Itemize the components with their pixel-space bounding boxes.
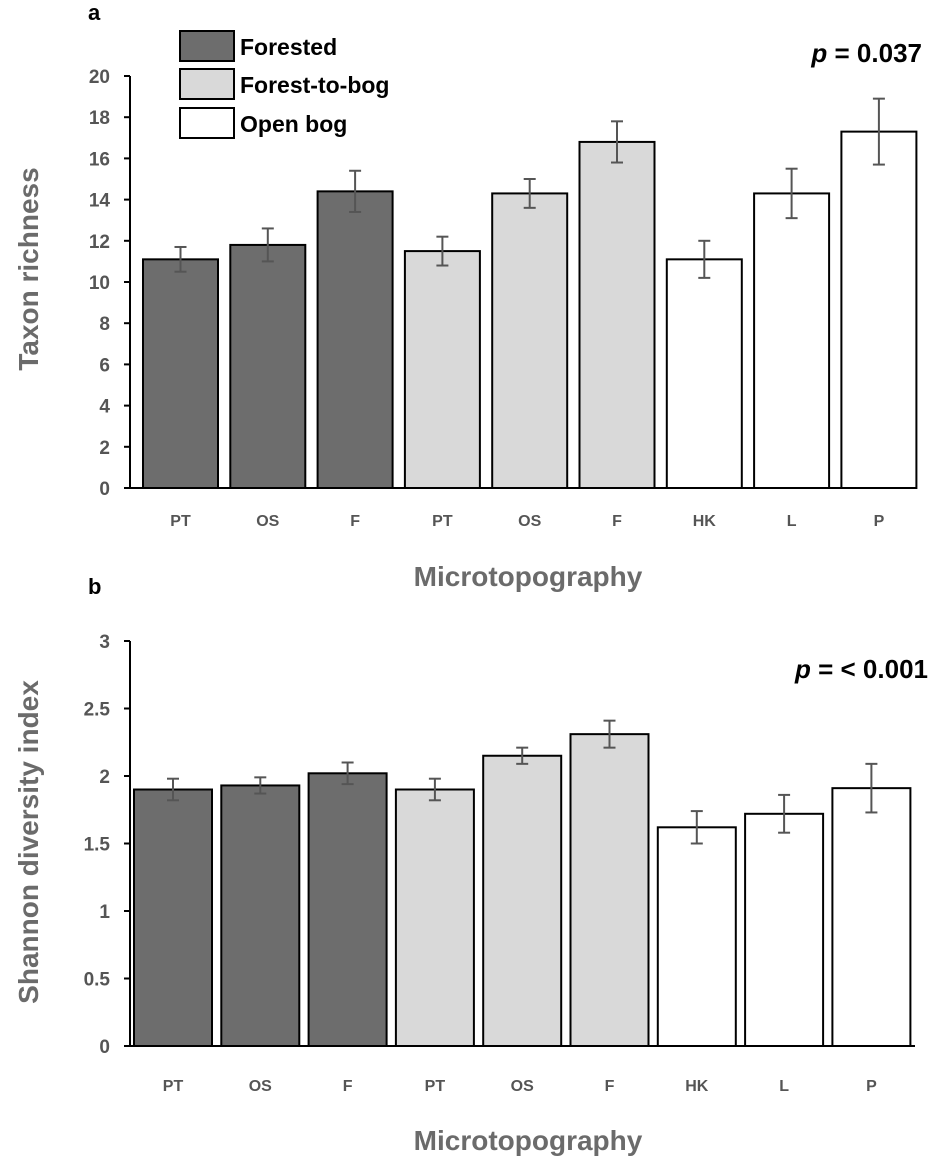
panel-a-y-ticks: 0 2 4 6 8 10 12 14 16 18 20	[89, 67, 130, 500]
category-label: F	[605, 1078, 615, 1095]
y-tick-label: 4	[99, 397, 110, 418]
y-tick-label: 3	[99, 632, 110, 653]
panel-b-letter: b	[88, 574, 101, 599]
category-label: P	[866, 1078, 877, 1095]
panel-a-letter: a	[88, 0, 101, 25]
bar	[578, 140, 656, 489]
panel-a-error-bars	[174, 97, 885, 279]
y-tick-label: 14	[89, 191, 111, 212]
bar	[840, 130, 918, 489]
bar	[307, 772, 388, 1047]
panel-a-x-axis-title: Microtopography	[414, 561, 643, 592]
bar	[753, 192, 831, 489]
bar	[403, 250, 481, 489]
y-tick-label: 1.5	[84, 835, 111, 856]
panel-a-y-axis-title: Taxon richness	[13, 167, 44, 370]
panel-a-p-symbol: p	[810, 38, 827, 68]
category-label: PT	[163, 1078, 184, 1095]
category-label: HK	[685, 1078, 709, 1095]
bar	[142, 258, 219, 489]
legend-swatch-open-bog	[179, 107, 235, 139]
bar	[491, 192, 569, 489]
bar	[133, 788, 213, 1047]
panel-b-category-labels: PT OS F PT OS F HK L P	[163, 1078, 877, 1095]
category-label: HK	[693, 513, 717, 530]
panel-b-p-symbol: p	[794, 654, 811, 684]
y-tick-label: 12	[89, 232, 110, 253]
bar	[229, 243, 307, 489]
category-label: F	[343, 1078, 353, 1095]
bar	[482, 754, 563, 1047]
y-tick-label: 1	[99, 902, 110, 923]
category-label: OS	[249, 1078, 272, 1095]
panel-b-bars	[133, 733, 912, 1048]
bar	[831, 787, 912, 1048]
y-tick-label: 16	[89, 149, 110, 170]
category-label: L	[787, 513, 797, 530]
panel-a-bars	[142, 130, 918, 490]
bar	[394, 788, 475, 1047]
panel-b-error-bars	[167, 719, 878, 845]
bar	[744, 812, 825, 1047]
category-label: OS	[256, 513, 279, 530]
legend-swatch-forest-to-bog	[179, 68, 235, 100]
panel-b-y-axis-title: Shannon diversity index	[13, 680, 44, 1004]
category-label: L	[779, 1078, 789, 1095]
panel-a-category-labels: PT OS F PT OS F HK L P	[170, 513, 884, 530]
legend-label-forest-to-bog: Forest-to-bog	[240, 72, 389, 98]
category-label: OS	[511, 1078, 534, 1095]
legend-label-open-bog: Open bog	[240, 111, 347, 137]
panel-b-p-value: p = < 0.001	[794, 654, 928, 684]
y-tick-label: 2	[99, 438, 110, 459]
y-tick-label: 2.5	[84, 700, 111, 721]
y-tick-label: 8	[99, 314, 110, 335]
y-tick-label: 18	[89, 108, 110, 129]
panel-b-x-axis-title: Microtopography	[414, 1125, 643, 1156]
y-tick-label: 20	[89, 67, 110, 88]
panel-b-y-ticks: 0 0.5 1 1.5 2 2.5 3	[84, 632, 130, 1058]
category-label: F	[612, 513, 622, 530]
y-tick-label: 6	[99, 355, 110, 376]
bar	[656, 826, 737, 1047]
panel-a-p-text: = 0.037	[827, 38, 922, 68]
panel-b-p-text: = < 0.001	[811, 654, 928, 684]
category-label: F	[350, 513, 360, 530]
bar	[220, 784, 301, 1047]
legend: Forested Forest-to-bog Open bog	[179, 30, 389, 139]
y-tick-label: 2	[99, 767, 110, 788]
y-tick-label: 0	[99, 1037, 110, 1058]
category-label: P	[874, 513, 885, 530]
bar	[665, 258, 743, 489]
panel-a-chart: a 0 2 4 6 8 10 12 14 16 18 20 PT OS F PT OS F HK L P Taxon…	[13, 0, 922, 592]
category-label: PT	[425, 1078, 446, 1095]
panel-b-chart: b 0 0.5 1 1.5 2 2.5 3 PT OS F PT OS F HK L P Shannon d…	[13, 574, 928, 1156]
legend-swatch-forested	[179, 30, 235, 62]
y-tick-label: 10	[89, 273, 110, 294]
bar	[569, 733, 650, 1048]
bar	[316, 190, 394, 490]
category-label: PT	[170, 513, 191, 530]
legend-label-forested: Forested	[240, 34, 337, 60]
y-tick-label: 0.5	[84, 970, 111, 991]
category-label: OS	[518, 513, 541, 530]
category-label: PT	[432, 513, 453, 530]
panel-a-p-value: p = 0.037	[810, 38, 922, 68]
y-tick-label: 0	[99, 479, 110, 500]
